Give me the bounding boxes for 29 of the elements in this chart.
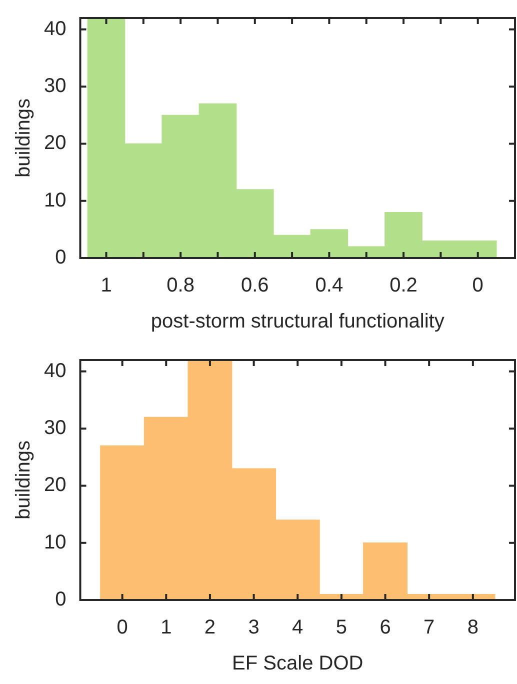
x-tick-label: 0.2	[390, 274, 418, 297]
y-tick-label: 10	[44, 189, 66, 212]
x-tick-label: 0	[116, 616, 128, 639]
y-axis-title: buildings	[12, 440, 35, 520]
y-tick-label: 0	[55, 588, 66, 611]
y-tick-label: 20	[44, 132, 66, 154]
x-axis-title: post-storm structural functionality	[150, 310, 444, 333]
x-tick-label: 3	[248, 616, 260, 639]
x-axis-title: EF Scale DOD	[232, 652, 364, 675]
x-tick-label: 7	[424, 616, 435, 639]
x-tick-label: 8	[467, 616, 478, 639]
x-tick-label: 0.8	[166, 274, 194, 297]
x-tick-label: 0.4	[315, 274, 344, 297]
y-tick-label: 20	[44, 474, 66, 496]
x-tick-label: 0	[472, 274, 484, 297]
x-tick-label: 6	[380, 616, 391, 639]
x-tick-label: 2	[204, 616, 216, 639]
y-tick-label: 0	[55, 246, 66, 269]
y-axis-title: buildings	[12, 98, 35, 178]
x-tick-label: 0.6	[240, 274, 269, 297]
x-tick-label: 1	[160, 616, 172, 639]
y-tick-label: 40	[44, 360, 66, 382]
y-tick-label: 40	[44, 18, 66, 40]
x-tick-label: 1	[100, 274, 112, 297]
y-tick-label: 30	[44, 417, 66, 440]
x-tick-label: 4	[292, 616, 304, 639]
x-tick-label: 5	[336, 616, 348, 639]
y-tick-label: 30	[44, 75, 66, 98]
y-tick-label: 10	[44, 531, 66, 554]
